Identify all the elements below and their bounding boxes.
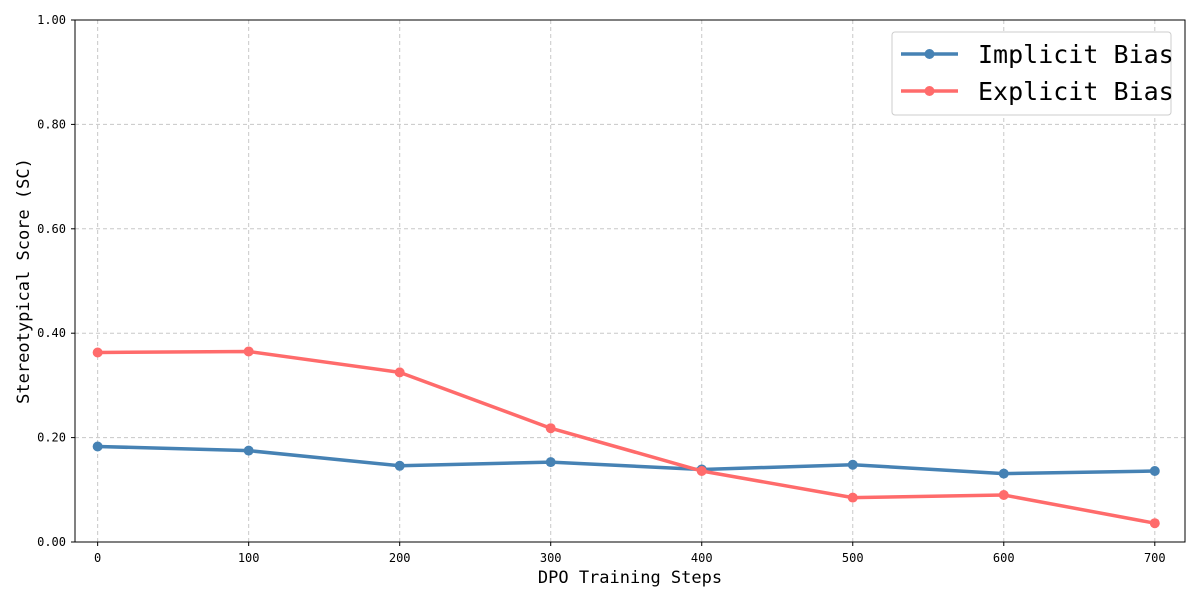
data-point [998, 490, 1009, 501]
x-axis-title: DPO Training Steps [538, 568, 722, 588]
data-point [998, 468, 1009, 479]
data-point [1149, 466, 1160, 477]
legend-swatch-marker [924, 86, 935, 96]
legend-swatch-marker [924, 49, 935, 59]
data-point [545, 423, 556, 434]
x-tick-label: 600 [993, 551, 1015, 565]
legend-item: Explicit Bias [901, 77, 1174, 106]
y-tick-label: 0.00 [37, 535, 66, 549]
x-axis-ticks: 0 100 200 300 400 500 600 700 [94, 542, 1166, 565]
series-line [95, 349, 1157, 525]
legend-item: Implicit Bias [901, 40, 1174, 69]
legend-label: Explicit Bias [978, 77, 1174, 106]
x-tick-label: 200 [389, 551, 411, 565]
x-tick-label: 500 [842, 551, 864, 565]
legend-label: Implicit Bias [978, 40, 1174, 69]
data-point [394, 460, 405, 471]
x-tick-label: 700 [1144, 551, 1166, 565]
x-tick-label: 300 [540, 551, 562, 565]
x-tick-label: 100 [238, 551, 260, 565]
data-point [545, 457, 556, 468]
data-point [92, 441, 103, 452]
data-point [243, 346, 254, 357]
y-tick-label: 1.00 [37, 13, 66, 27]
legend: Implicit Bias Explicit Bias [891, 31, 1174, 116]
y-tick-label: 0.40 [37, 326, 66, 340]
y-tick-label: 0.60 [37, 222, 66, 236]
series-explicit-bias [92, 346, 1160, 529]
legend-box [891, 31, 1172, 116]
data-point [696, 466, 707, 477]
x-tick-label: 0 [94, 551, 101, 565]
y-axis-ticks: 0.00 0.20 0.40 0.60 0.80 1.00 [37, 13, 75, 549]
series-line [95, 444, 1157, 476]
plot-frame [74, 19, 1186, 543]
data-point [394, 367, 405, 378]
data-point [92, 347, 103, 358]
data-point [1149, 518, 1160, 529]
data-point [243, 445, 254, 456]
series-layer [92, 346, 1160, 529]
data-point [847, 459, 858, 470]
y-tick-label: 0.20 [37, 431, 66, 445]
y-tick-label: 0.80 [37, 117, 66, 131]
data-point [847, 492, 858, 503]
series-implicit-bias [92, 441, 1160, 479]
y-axis-title: Stereotypical Score (SC) [14, 158, 34, 404]
x-tick-label: 400 [691, 551, 713, 565]
